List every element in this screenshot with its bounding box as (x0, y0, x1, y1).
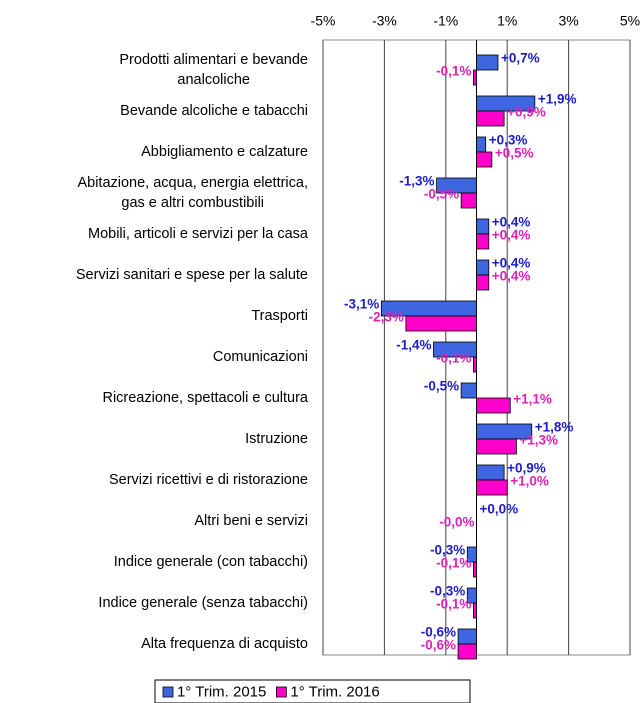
bar (460, 382, 477, 399)
x-tick-label: -5% (311, 13, 336, 29)
bar (476, 464, 505, 481)
bar (476, 151, 493, 168)
x-tick-label: 5% (620, 13, 640, 29)
value-label: +0,9% (507, 461, 546, 476)
value-label: +0,5% (495, 146, 534, 161)
category-label: Prodotti alimentari e bevande analcolich… (119, 52, 308, 88)
category-label: Ricreazione, spettacoli e cultura (102, 390, 308, 406)
value-label: -0,5% (424, 379, 459, 394)
bar (473, 356, 477, 373)
bar (476, 259, 490, 276)
bar (460, 192, 477, 209)
category-label: Indice generale (senza tabacchi) (98, 595, 308, 611)
legend-label: 1° Trim. 2016 (290, 683, 379, 700)
category-label: Indice generale (con tabacchi) (113, 554, 308, 570)
category-label: Servizi ricettivi e di ristorazione (108, 472, 308, 488)
bar (476, 233, 490, 250)
bar (476, 397, 511, 414)
value-label: -0,1% (436, 597, 471, 612)
value-label: -0,0% (439, 515, 474, 530)
value-label: +0,4% (492, 228, 531, 243)
bar (476, 54, 499, 71)
value-label: +0,4% (492, 215, 531, 230)
x-tick-label: 3% (558, 13, 578, 29)
legend-box (154, 679, 471, 703)
value-label: -3,1% (344, 297, 379, 312)
category-label: Servizi sanitari e spese per la salute (75, 267, 308, 283)
bar (473, 561, 477, 578)
bar (476, 438, 517, 455)
value-label: -0,1% (436, 556, 471, 571)
bar (476, 479, 508, 496)
legend-swatch (162, 686, 174, 698)
value-label: -1,3% (399, 174, 434, 189)
category-label: Comunicazioni (212, 349, 308, 365)
bar (476, 95, 536, 112)
bar (466, 546, 477, 563)
bar (457, 643, 477, 660)
category-label: Istruzione (245, 431, 308, 447)
bar (457, 628, 477, 645)
value-label: -0,1% (436, 64, 471, 79)
value-label: -0,6% (421, 638, 456, 653)
bar (476, 218, 490, 235)
bar (473, 602, 477, 619)
value-label: +0,4% (492, 256, 531, 271)
category-label: Bevande alcoliche e tabacchi (120, 103, 308, 119)
legend-label: 1° Trim. 2015 (177, 683, 266, 700)
x-tick-label: -3% (372, 13, 397, 29)
value-label: +1,8% (535, 420, 574, 435)
value-label: -0,3% (430, 543, 465, 558)
bar (476, 274, 490, 291)
value-label: +0,9% (507, 105, 546, 120)
value-label: -0,3% (430, 584, 465, 599)
value-label: +1,0% (510, 474, 549, 489)
value-label: +1,9% (538, 92, 577, 107)
x-tick-label: 1% (497, 13, 517, 29)
bar (476, 136, 487, 153)
bar (405, 315, 477, 332)
bar (476, 110, 505, 127)
value-label: +1,1% (513, 392, 552, 407)
bar (466, 587, 477, 604)
category-label: Alta frequenza di acquisto (141, 636, 308, 652)
value-label: +1,3% (519, 433, 558, 448)
category-label: Abbigliamento e calzature (141, 144, 308, 160)
legend-swatch (275, 686, 287, 698)
value-label: -2,3% (369, 310, 404, 325)
bar (433, 341, 477, 358)
value-label: -0,1% (436, 351, 471, 366)
x-tick-label: -1% (433, 13, 458, 29)
value-label: -0,6% (421, 625, 456, 640)
value-label: +0,4% (492, 269, 531, 284)
category-label: Altri beni e servizi (194, 513, 308, 529)
value-label: +0,3% (489, 133, 528, 148)
bar (436, 177, 477, 194)
category-label: Abitazione, acqua, energia elettrica, ga… (77, 175, 308, 211)
category-label: Trasporti (251, 308, 308, 324)
category-label: Mobili, articoli e servizi per la casa (88, 226, 308, 242)
value-label: +0,7% (501, 51, 540, 66)
value-label: +0,0% (480, 502, 519, 517)
value-label: -1,4% (396, 338, 431, 353)
value-label: -0,5% (424, 187, 459, 202)
bar (473, 69, 477, 86)
